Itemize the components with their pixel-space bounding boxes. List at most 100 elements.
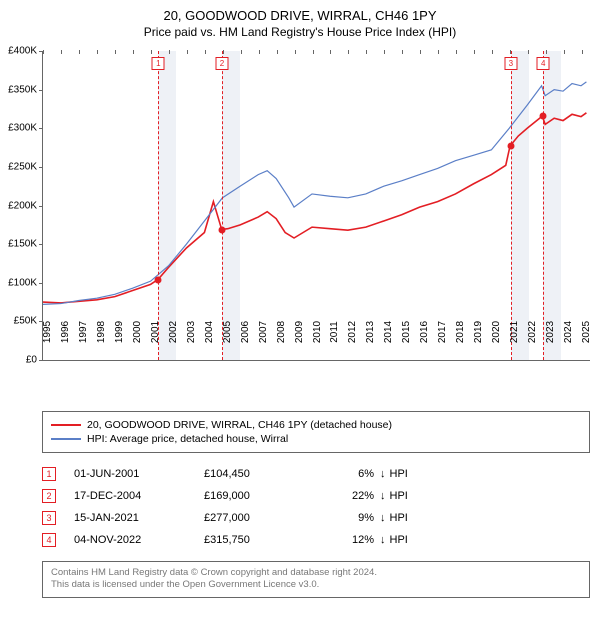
x-axis-label: 2006: [240, 321, 251, 343]
x-axis: 1995199619971998199920002001200220032004…: [42, 328, 590, 368]
footer-line: This data is licensed under the Open Gov…: [51, 579, 581, 591]
sale-vs-label: HPI: [390, 512, 408, 524]
y-axis-label: £200K: [8, 200, 37, 211]
sale-marker-num: 1: [42, 467, 56, 481]
x-axis-label: 2016: [419, 321, 430, 343]
sale-date: 01-JUN-2001: [74, 468, 204, 480]
chart-title: 20, GOODWOOD DRIVE, WIRRAL, CH46 1PY: [0, 8, 600, 23]
sale-marker-box: 1: [152, 57, 165, 70]
x-axis-label: 2022: [527, 321, 538, 343]
y-axis-label: £0: [26, 355, 37, 366]
sale-dot: [540, 113, 547, 120]
chart-subtitle: Price paid vs. HM Land Registry's House …: [0, 25, 600, 39]
x-axis-label: 2009: [294, 321, 305, 343]
y-axis-label: £300K: [8, 123, 37, 134]
sale-price: £104,450: [204, 468, 304, 480]
x-axis-label: 1995: [42, 321, 53, 343]
legend-label: HPI: Average price, detached house, Wirr…: [87, 433, 288, 445]
x-axis-label: 2008: [276, 321, 287, 343]
footer-line: Contains HM Land Registry data © Crown c…: [51, 567, 581, 579]
x-axis-label: 2000: [132, 321, 143, 343]
sale-dot: [155, 277, 162, 284]
sale-row: 1 01-JUN-2001£104,4506% ↓ HPI: [42, 463, 590, 485]
sale-vline: [543, 51, 544, 360]
sale-price: £277,000: [204, 512, 304, 524]
x-axis-label: 1998: [96, 321, 107, 343]
sale-row: 4 04-NOV-2022£315,75012% ↓ HPI: [42, 529, 590, 551]
down-arrow-icon: ↓: [380, 534, 386, 546]
chart-container: 20, GOODWOOD DRIVE, WIRRAL, CH46 1PY Pri…: [0, 0, 600, 620]
sale-marker-num: 4: [42, 533, 56, 547]
x-axis-label: 2003: [186, 321, 197, 343]
x-axis-label: 2021: [509, 321, 520, 343]
down-arrow-icon: ↓: [380, 490, 386, 502]
sale-price: £315,750: [204, 534, 304, 546]
x-axis-label: 2005: [222, 321, 233, 343]
sale-vline: [511, 51, 512, 360]
x-axis-label: 2002: [168, 321, 179, 343]
sale-diff-pct: 9%: [304, 512, 374, 524]
sale-marker-num: 3: [42, 511, 56, 525]
sale-diff-pct: 12%: [304, 534, 374, 546]
x-axis-label: 2004: [204, 321, 215, 343]
sale-marker-box: 3: [504, 57, 517, 70]
sale-date: 15-JAN-2021: [74, 512, 204, 524]
sale-diff-pct: 22%: [304, 490, 374, 502]
sale-row: 2 17-DEC-2004£169,00022% ↓ HPI: [42, 485, 590, 507]
footer-attribution: Contains HM Land Registry data © Crown c…: [42, 561, 590, 598]
y-axis-label: £400K: [8, 46, 37, 57]
sale-dot: [507, 143, 514, 150]
down-arrow-icon: ↓: [380, 512, 386, 524]
sale-diff-pct: 6%: [304, 468, 374, 480]
x-axis-label: 2024: [563, 321, 574, 343]
sale-price: £169,000: [204, 490, 304, 502]
y-axis-label: £50K: [14, 316, 37, 327]
x-axis-label: 2007: [258, 321, 269, 343]
x-axis-label: 2020: [491, 321, 502, 343]
x-axis-label: 1999: [114, 321, 125, 343]
x-axis-label: 2010: [312, 321, 323, 343]
down-arrow-icon: ↓: [380, 468, 386, 480]
title-block: 20, GOODWOOD DRIVE, WIRRAL, CH46 1PY Pri…: [0, 0, 600, 43]
x-axis-label: 2025: [581, 321, 592, 343]
x-axis-label: 2023: [545, 321, 556, 343]
x-axis-label: 2018: [455, 321, 466, 343]
x-axis-label: 2017: [437, 321, 448, 343]
sale-marker-num: 2: [42, 489, 56, 503]
sale-vs-label: HPI: [390, 534, 408, 546]
legend-item: 20, GOODWOOD DRIVE, WIRRAL, CH46 1PY (de…: [51, 419, 581, 431]
sale-date: 04-NOV-2022: [74, 534, 204, 546]
x-axis-label: 2012: [347, 321, 358, 343]
sale-dot: [218, 227, 225, 234]
sale-vs-label: HPI: [390, 490, 408, 502]
y-axis-label: £350K: [8, 84, 37, 95]
x-axis-label: 2014: [383, 321, 394, 343]
legend-swatch: [51, 438, 81, 440]
x-axis-label: 2011: [329, 321, 340, 343]
x-axis-label: 1997: [78, 321, 89, 343]
series-price_paid: [43, 113, 586, 303]
legend-item: HPI: Average price, detached house, Wirr…: [51, 433, 581, 445]
legend-swatch: [51, 424, 81, 426]
sales-table: 1 01-JUN-2001£104,4506% ↓ HPI 2 17-DEC-2004£1…: [42, 463, 590, 551]
sale-vline: [158, 51, 159, 360]
series-hpi: [43, 82, 586, 304]
sale-date: 17-DEC-2004: [74, 490, 204, 502]
chart-lines: [43, 51, 590, 360]
x-axis-label: 2019: [473, 321, 484, 343]
y-axis-label: £100K: [8, 277, 37, 288]
sale-marker-box: 4: [537, 57, 550, 70]
x-axis-label: 1996: [60, 321, 71, 343]
sale-vline: [222, 51, 223, 360]
x-axis-label: 2001: [150, 321, 161, 343]
x-axis-label: 2015: [401, 321, 412, 343]
sale-marker-box: 2: [215, 57, 228, 70]
y-axis-label: £150K: [8, 239, 37, 250]
y-axis: £0£50K£100K£150K£200K£250K£300K£350K£400…: [1, 51, 41, 360]
legend: 20, GOODWOOD DRIVE, WIRRAL, CH46 1PY (de…: [42, 411, 590, 453]
y-axis-label: £250K: [8, 161, 37, 172]
legend-label: 20, GOODWOOD DRIVE, WIRRAL, CH46 1PY (de…: [87, 419, 392, 431]
sale-vs-label: HPI: [390, 468, 408, 480]
chart-plot-area: £0£50K£100K£150K£200K£250K£300K£350K£400…: [42, 51, 590, 361]
sale-row: 3 15-JAN-2021£277,0009% ↓ HPI: [42, 507, 590, 529]
